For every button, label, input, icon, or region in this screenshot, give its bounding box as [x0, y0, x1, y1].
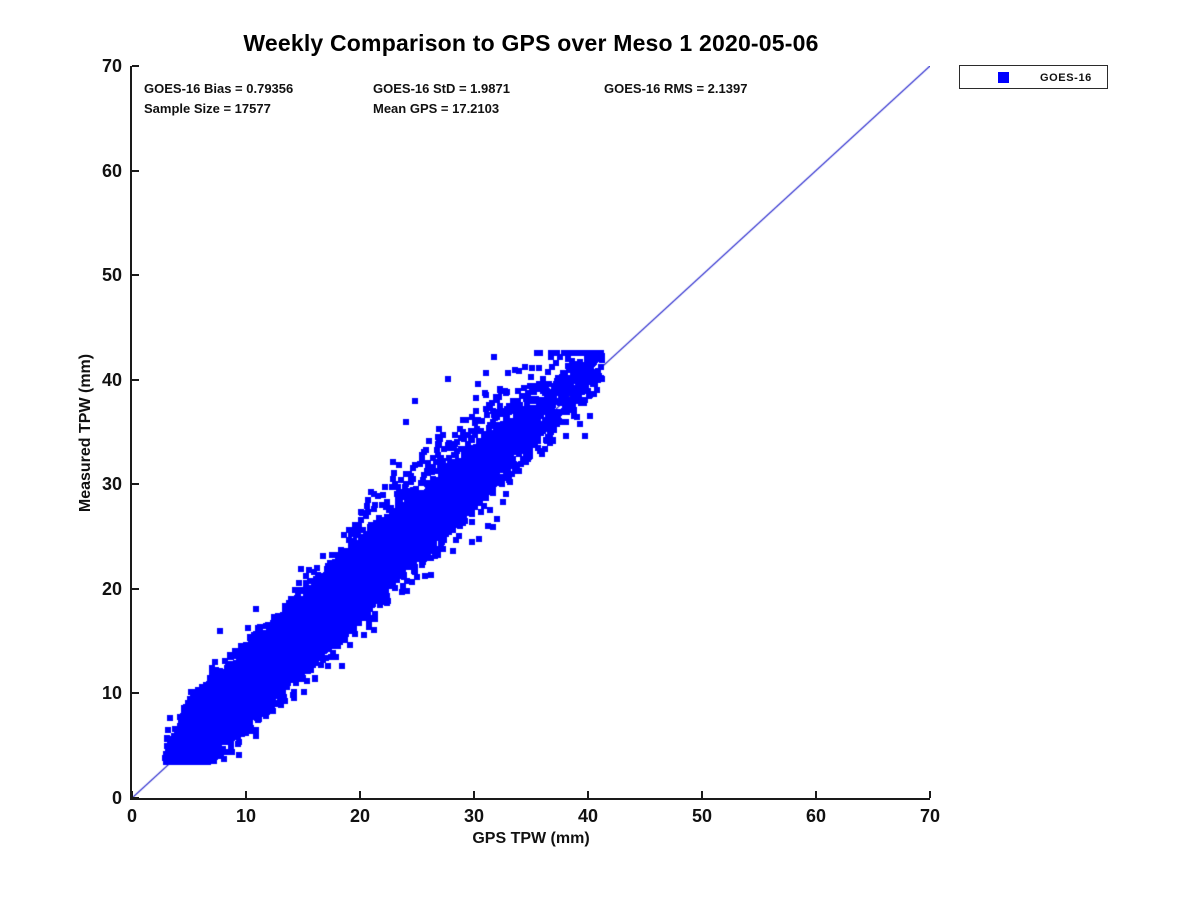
x-tick-label: 30 — [463, 806, 485, 826]
x-tick-label: 10 — [235, 806, 257, 826]
x-tick-mark — [587, 791, 589, 798]
y-tick-label: 50 — [101, 265, 122, 286]
x-tick-mark — [473, 791, 475, 798]
y-tick-mark — [132, 378, 139, 381]
x-tick-label: 40 — [577, 806, 599, 826]
plot-area — [130, 65, 931, 800]
y-tick-label: 60 — [101, 160, 122, 181]
x-tick-label: 20 — [349, 806, 371, 826]
x-tick-mark — [245, 791, 247, 798]
y-tick-mark — [132, 692, 139, 695]
y-tick-label: 30 — [101, 474, 122, 495]
x-tick-mark — [131, 791, 133, 798]
x-tick-mark — [929, 791, 931, 798]
x-tick-label: 70 — [919, 806, 941, 826]
y-tick-label: 40 — [101, 369, 122, 390]
legend: GOES-16 — [959, 65, 1108, 89]
x-tick-mark — [815, 791, 817, 798]
y-tick-mark — [132, 274, 139, 277]
scatter-canvas — [132, 66, 930, 798]
x-tick-mark — [359, 791, 361, 798]
y-tick-mark — [132, 797, 139, 799]
y-tick-mark — [132, 483, 139, 486]
y-axis-label: Measured TPW (mm) — [77, 353, 94, 513]
y-tick-label: 20 — [101, 578, 122, 599]
x-tick-label: 60 — [805, 806, 827, 826]
x-axis-label: GPS TPW (mm) — [472, 830, 590, 847]
chart-title: Weekly Comparison to GPS over Meso 1 202… — [243, 30, 819, 56]
y-tick-label: 70 — [101, 56, 122, 76]
y-tick-mark — [132, 169, 139, 172]
y-tick-label: 10 — [101, 683, 122, 704]
y-tick-mark — [132, 587, 139, 590]
y-tick-mark — [132, 65, 139, 67]
legend-marker-square — [998, 72, 1009, 83]
x-tick-mark — [701, 791, 703, 798]
y-tick-label: 0 — [111, 788, 122, 808]
x-tick-label: 50 — [691, 806, 713, 826]
legend-label: GOES-16 — [1040, 72, 1092, 84]
x-tick-label: 0 — [126, 806, 137, 826]
